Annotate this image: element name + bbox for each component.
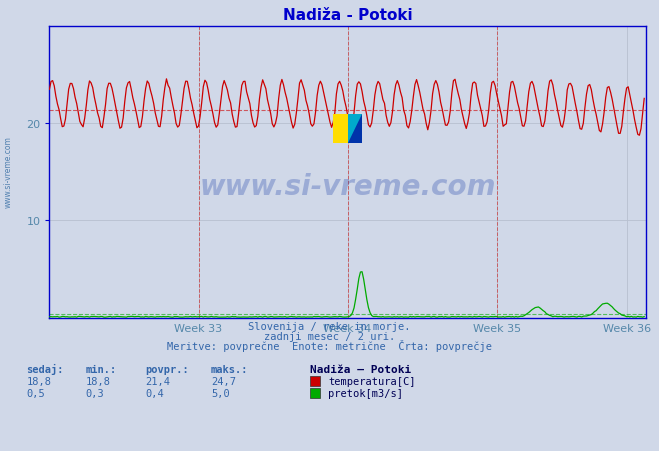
Text: zadnji mesec / 2 uri.: zadnji mesec / 2 uri. [264, 331, 395, 341]
Text: temperatura[C]: temperatura[C] [328, 376, 416, 386]
Text: www.si-vreme.com: www.si-vreme.com [200, 173, 496, 201]
Text: 21,4: 21,4 [145, 376, 170, 386]
Text: 0,3: 0,3 [86, 388, 104, 398]
Text: Nadiža – Potoki: Nadiža – Potoki [310, 364, 411, 374]
Polygon shape [348, 114, 362, 143]
Text: 24,7: 24,7 [211, 376, 236, 386]
Text: Meritve: povprečne  Enote: metrične  Črta: povprečje: Meritve: povprečne Enote: metrične Črta:… [167, 339, 492, 351]
Text: Slovenija / reke in morje.: Slovenija / reke in morje. [248, 321, 411, 331]
Text: pretok[m3/s]: pretok[m3/s] [328, 388, 403, 398]
Text: min.:: min.: [86, 364, 117, 374]
Bar [333, 114, 348, 143]
Text: sedaj:: sedaj: [26, 363, 64, 374]
Text: 0,4: 0,4 [145, 388, 163, 398]
Text: 0,5: 0,5 [26, 388, 45, 398]
Text: 18,8: 18,8 [26, 376, 51, 386]
Text: maks.:: maks.: [211, 364, 248, 374]
Title: Nadiža - Potoki: Nadiža - Potoki [283, 8, 413, 23]
Bar [348, 114, 362, 143]
Text: www.si-vreme.com: www.si-vreme.com [3, 135, 13, 207]
Text: 18,8: 18,8 [86, 376, 111, 386]
Text: povpr.:: povpr.: [145, 364, 188, 374]
Text: 5,0: 5,0 [211, 388, 229, 398]
